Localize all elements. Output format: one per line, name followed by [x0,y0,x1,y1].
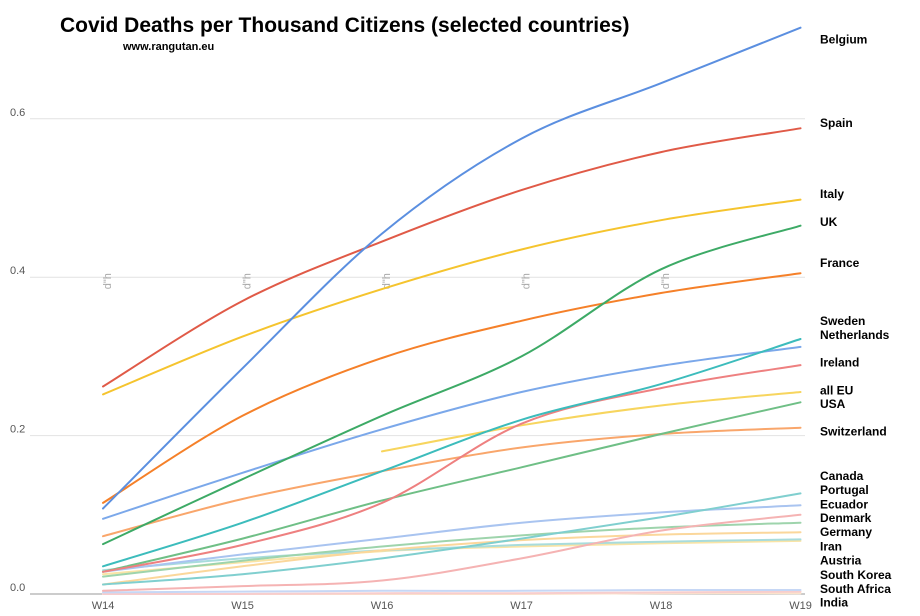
series-line-sweden [102,338,802,568]
series-label-italy: Italy [820,187,844,201]
series-line-canada [102,492,802,586]
series-line-ireland [102,364,802,573]
series-line-usa [102,401,802,573]
series-label-uk: UK [820,215,838,229]
series-label-belgium: Belgium [820,33,867,47]
y-tick-label: 0.0 [10,582,25,594]
series-line-portugal [102,504,802,573]
watermark-text: d"h [521,273,533,289]
series-label-india: India [820,596,848,610]
series-line-ecuador [102,513,802,592]
gridlines [30,118,805,595]
x-tick-label: W14 [92,600,115,612]
series-line-denmark [102,521,802,578]
series-lines [102,26,802,596]
watermark-text: d"h [102,273,114,289]
series-label-switzerland: Switzerland [820,425,887,439]
x-tick-label: W19 [789,600,812,612]
series-line-italy [102,198,802,396]
series-line-germany [102,531,802,586]
series-label-spain: Spain [820,116,853,130]
series-line-spain [102,127,802,388]
chart-subtitle: www.rangutan.eu [123,41,215,53]
series-label-sweden: Sweden [820,314,865,328]
series-label-south-africa: South Africa [820,582,891,596]
watermark-text: d"h [381,273,393,289]
series-label-south-korea: South Korea [820,568,892,582]
y-tick-label: 0.6 [10,107,25,119]
x-tick-label: W17 [510,600,533,612]
series-label-all-eu: all EU [820,383,853,397]
series-label-austria: Austria [820,554,862,568]
y-tick-label: 0.4 [10,265,25,277]
series-label-france: France [820,256,860,270]
series-label-netherlands: Netherlands [820,328,890,342]
series-line-iran [102,538,802,572]
series-line-south-korea [102,588,802,594]
series-line-switzerland [102,426,802,538]
x-axis: W14 W15 W16 W17 W18 W19 [92,600,812,612]
series-label-ireland: Ireland [820,356,859,370]
series-line-uk [102,224,802,546]
watermark-text: d"h [242,273,254,289]
x-tick-label: W18 [650,600,673,612]
y-axis: 0.0 0.2 0.4 0.6 [10,107,25,594]
series-label-canada: Canada [820,469,864,483]
series-label-germany: Germany [820,525,872,539]
series-line-netherlands [102,345,802,520]
x-tick-label: W16 [371,600,394,612]
chart-title: Covid Deaths per Thousand Citizens (sele… [60,14,630,37]
series-label-ecuador: Ecuador [820,498,868,512]
series-line-austria [102,539,802,576]
watermarks: d"h d"h d"h d"h d"h [102,273,672,289]
series-line-france [102,272,802,504]
series-label-iran: Iran [820,539,842,553]
series-labels: Belgium Spain Italy UK France SwedenNetherlan… [820,33,892,610]
series-line-all-eu [381,391,802,453]
series-line-south-africa [102,590,802,596]
y-tick-label: 0.2 [10,424,25,436]
watermark-text: d"h [660,273,672,289]
series-label-usa: USA [820,397,846,411]
series-label-denmark: Denmark [820,511,872,525]
series-line-belgium [102,26,802,510]
x-tick-label: W15 [231,600,254,612]
series-label-portugal: Portugal [820,483,869,497]
